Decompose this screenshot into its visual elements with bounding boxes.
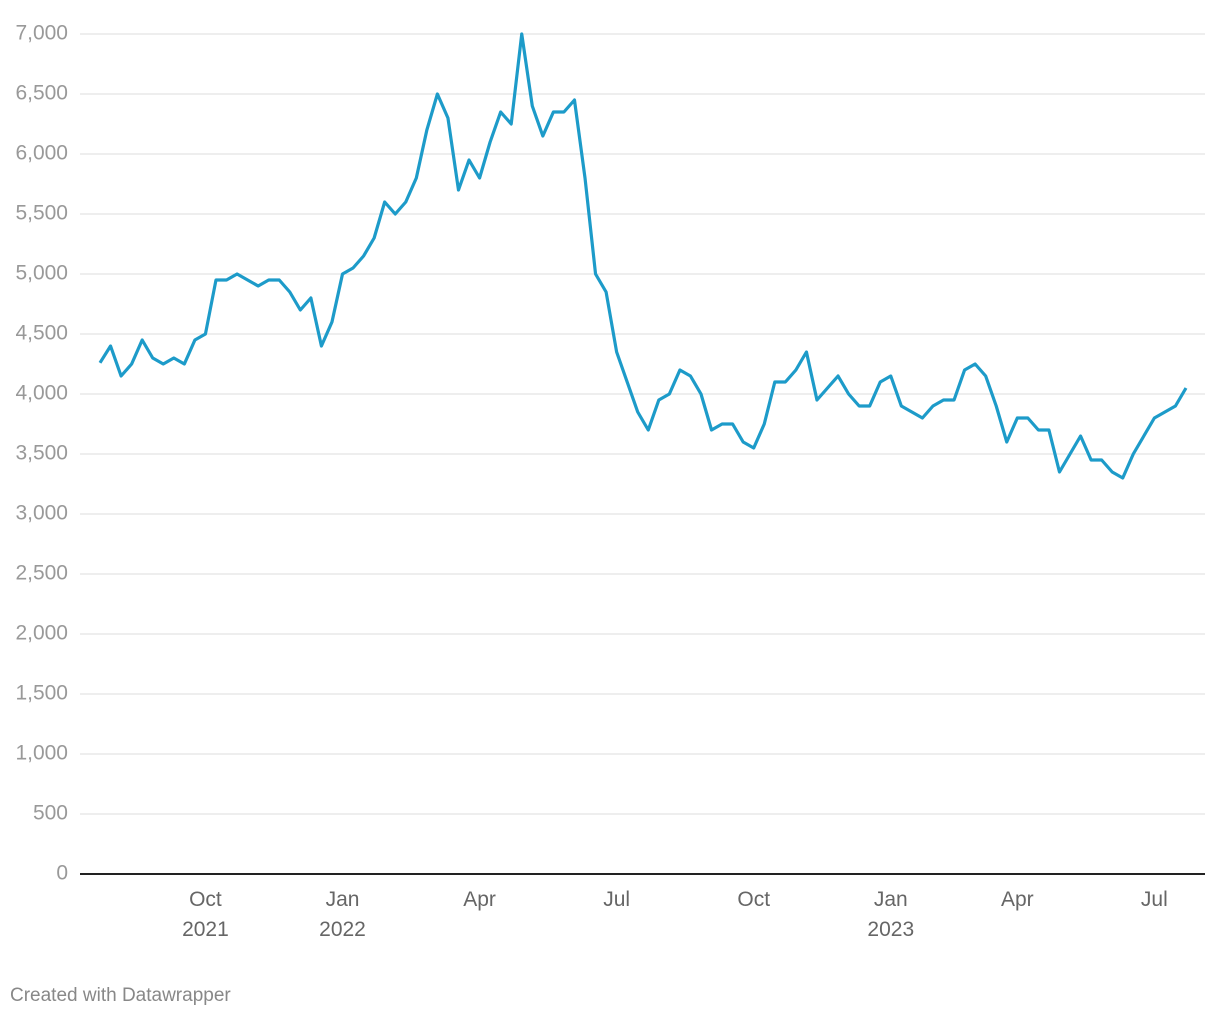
line (98, 32, 1188, 480)
y-tick-label: 0 (56, 862, 68, 885)
y-tick-label: 5,500 (15, 202, 68, 225)
y-tick-label: 7,000 (15, 22, 68, 45)
x-tick-label: Jul (1140, 888, 1168, 911)
y-tick-label: 4,000 (15, 382, 68, 405)
x-tick-label: Jan 2022 (319, 888, 366, 941)
x-tick-label: Jul (603, 888, 631, 911)
chart: 0 500 1,000 1,500 2,000 2,500 3,000 3,500 4,000 4… (15, 22, 1205, 885)
y-tick-label: 3,500 (15, 442, 68, 465)
x-tick-label: Oct (737, 888, 771, 911)
y-tick-label: 1,000 (15, 742, 68, 765)
y-tick-label: 3,000 (15, 502, 68, 525)
x-tick-label: Apr (463, 888, 496, 911)
y-tick-label: 5,000 (15, 262, 68, 285)
x-tick-label: Oct 2021 (182, 888, 229, 941)
y-tick-label: 6,000 (15, 142, 68, 165)
y-tick-label: 2,500 (15, 562, 68, 585)
y-tick-label: 6,500 (15, 82, 68, 105)
y-tick-label: 1,500 (15, 682, 68, 705)
y-tick-label: 2,000 (15, 622, 68, 645)
y-tick-label: 500 (33, 802, 68, 825)
x-tick-label: Apr (1000, 888, 1034, 911)
footer: Created with Datawrapper (10, 985, 231, 1006)
x-tick-label: Jan 2023 (867, 888, 915, 941)
y-tick-label: 4,500 (15, 322, 68, 345)
